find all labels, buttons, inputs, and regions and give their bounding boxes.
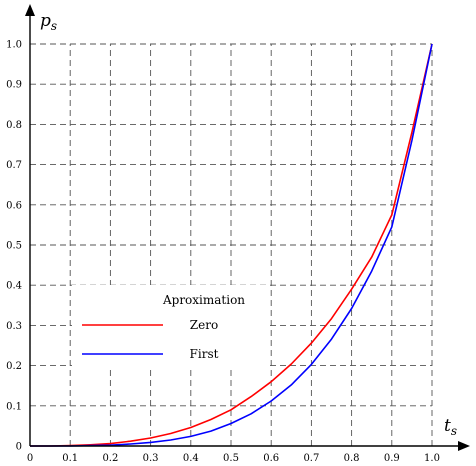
y-axis-arrow: [25, 4, 35, 16]
x-tick-label: 0: [27, 453, 33, 464]
y-tick-label: 0.2: [6, 361, 22, 372]
y-axis-label: ps: [40, 11, 57, 33]
x-tick-label: 0.2: [102, 453, 118, 464]
x-tick-label: 1.0: [424, 453, 440, 464]
y-tick-label: 0.1: [6, 401, 22, 412]
y-tick-label: 0.7: [6, 160, 22, 171]
x-tick-label: 0.9: [384, 453, 400, 464]
y-tick-label: 1.0: [6, 40, 22, 51]
y-tick-label: 0.4: [6, 281, 22, 292]
legend-label-first: First: [190, 347, 219, 361]
y-tick-label: 0.3: [6, 321, 22, 332]
grid: [30, 43, 433, 446]
series-line-zero: [30, 43, 433, 447]
y-tick-label: 0.6: [6, 200, 22, 211]
x-axis-arrow: [458, 441, 470, 451]
legend-label-zero: Zero: [190, 318, 218, 332]
x-tick-label: 0.4: [183, 453, 199, 464]
legend-title: Aproximation: [162, 293, 245, 307]
x-tick-label: 0.7: [303, 453, 319, 464]
x-axis-label: ts: [444, 416, 457, 438]
y-tick-label: 0.5: [6, 241, 22, 252]
legend: Aproximation Zero First: [72, 285, 268, 368]
axes: [25, 4, 470, 451]
y-tick-label: 0.9: [6, 80, 22, 91]
x-tick-label: 0.8: [344, 453, 360, 464]
y-tick-labels: 0 0.1 0.2 0.3 0.4 0.5 0.6 0.7 0.8 0.9 1.0: [6, 40, 22, 453]
y-tick-label: 0.8: [6, 120, 22, 131]
x-tick-label: 0.3: [143, 453, 159, 464]
x-tick-labels: 0 0.1 0.2 0.3 0.4 0.5 0.6 0.7 0.8 0.9 1.0: [27, 453, 440, 464]
y-tick-label: 0: [16, 442, 22, 453]
x-tick-label: 0.1: [62, 453, 78, 464]
x-tick-label: 0.5: [223, 453, 239, 464]
x-tick-label: 0.6: [263, 453, 279, 464]
